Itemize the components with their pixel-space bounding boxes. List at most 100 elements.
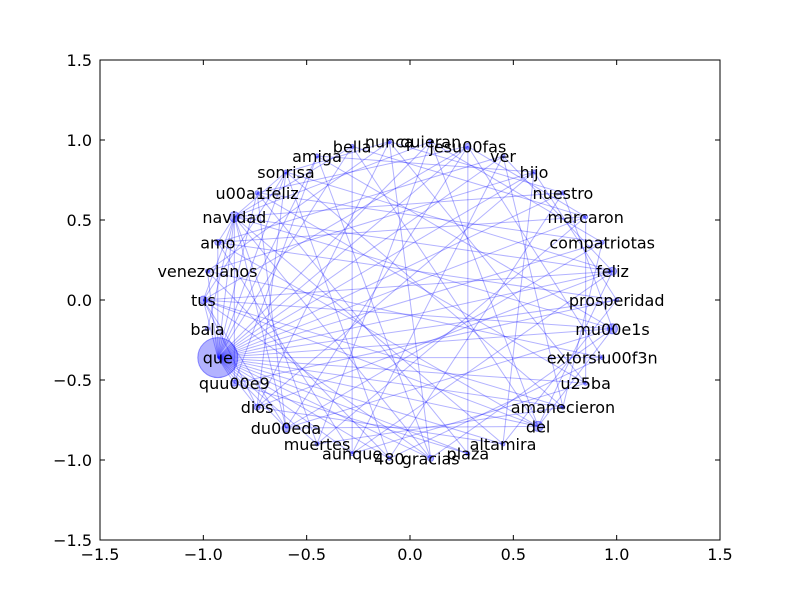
y-tick-label: −0.5 (53, 371, 92, 390)
edge (217, 241, 539, 427)
edge (217, 155, 504, 243)
y-tick-label: 0.0 (67, 291, 92, 310)
edge (217, 171, 287, 358)
node-del (532, 420, 544, 432)
node-navidad (228, 211, 240, 223)
node-label: mu00e1s (575, 320, 649, 339)
edge (217, 146, 469, 358)
node-label: amo (200, 233, 235, 252)
node-u00a1feliz (254, 190, 260, 196)
node-label: 480 (374, 449, 405, 468)
node-altamira (500, 441, 506, 447)
edge (388, 192, 564, 459)
edge (502, 299, 618, 445)
x-tick-label: 0.5 (501, 545, 526, 564)
node-label: amanecieron (511, 398, 615, 417)
x-tick-label: −1.5 (81, 545, 120, 564)
edge (217, 357, 287, 429)
edge (207, 270, 390, 459)
node-bala (204, 326, 210, 332)
node-amiga (314, 153, 320, 159)
edge (502, 171, 535, 445)
node-prosperidad (614, 297, 620, 303)
edge (316, 155, 613, 330)
edge (256, 406, 504, 445)
edge (285, 171, 390, 459)
edge (351, 270, 613, 455)
edge (533, 171, 618, 301)
edge (217, 242, 353, 454)
edge (256, 192, 586, 384)
node-amo (214, 238, 222, 246)
edge (202, 299, 219, 358)
edge (202, 171, 287, 301)
edge (217, 241, 617, 301)
edge (562, 192, 614, 329)
y-tick-label: 1.0 (67, 131, 92, 150)
node-extorsiu00f3n (599, 355, 605, 361)
node-gracias (427, 454, 435, 462)
edge (207, 171, 535, 272)
node-label: ver (490, 147, 516, 166)
node-u25ba (583, 380, 589, 386)
node-label: dios (241, 398, 274, 417)
edge (203, 299, 564, 408)
node-dios (253, 403, 261, 411)
node-muertes (314, 441, 320, 447)
edge (217, 357, 353, 455)
node-bella (349, 143, 355, 149)
edge (217, 216, 235, 358)
edge (203, 145, 469, 301)
edge (217, 299, 617, 359)
node-hijo (531, 169, 537, 175)
edge (467, 146, 603, 358)
node-tus (198, 295, 208, 305)
edge (256, 171, 287, 408)
edge (256, 270, 613, 408)
node-du00eda (281, 423, 291, 433)
edge (217, 357, 586, 384)
edge (502, 155, 613, 272)
edge (233, 155, 318, 384)
edge (234, 145, 353, 218)
node-quu00e9 (230, 379, 238, 387)
edge (217, 171, 535, 359)
node-label: plaza (447, 445, 490, 464)
node-label: marcaron (547, 208, 623, 227)
edge (467, 145, 586, 218)
y-axis: 1.5 1.0 0.5 0.0 −0.5 −1.0 −1.5 (53, 51, 720, 550)
edge (203, 299, 431, 459)
node-nunca (386, 139, 392, 145)
node-layer (197, 139, 620, 462)
edge (217, 192, 258, 358)
edge (234, 382, 469, 455)
x-tick-label: 1.5 (707, 545, 732, 564)
edge (285, 241, 603, 429)
node-label: sonrisa (257, 163, 314, 182)
edge (389, 357, 603, 459)
edge (256, 192, 287, 429)
node-label: extorsiu00f3n (547, 349, 658, 368)
node-mu00e1s (607, 323, 619, 335)
edge (256, 192, 603, 243)
node-sonrisa (283, 169, 289, 175)
x-tick-label: 0.0 (397, 545, 422, 564)
edge (233, 216, 287, 429)
node-label: compatriotas (549, 233, 655, 252)
node-jesu00fas (464, 142, 472, 150)
edge (316, 406, 564, 445)
edge (217, 357, 390, 459)
edge (430, 141, 539, 427)
node-label: tus (191, 291, 216, 310)
node-label: gracias (402, 449, 460, 468)
node-label: u25ba (560, 374, 610, 393)
node-label: amiga (292, 147, 342, 166)
edge (202, 299, 287, 429)
edge (203, 299, 539, 427)
node-label: muertes (284, 435, 351, 454)
node-label: quieran (400, 133, 461, 152)
edge (351, 155, 504, 454)
edge (217, 155, 318, 358)
edge (217, 357, 539, 427)
